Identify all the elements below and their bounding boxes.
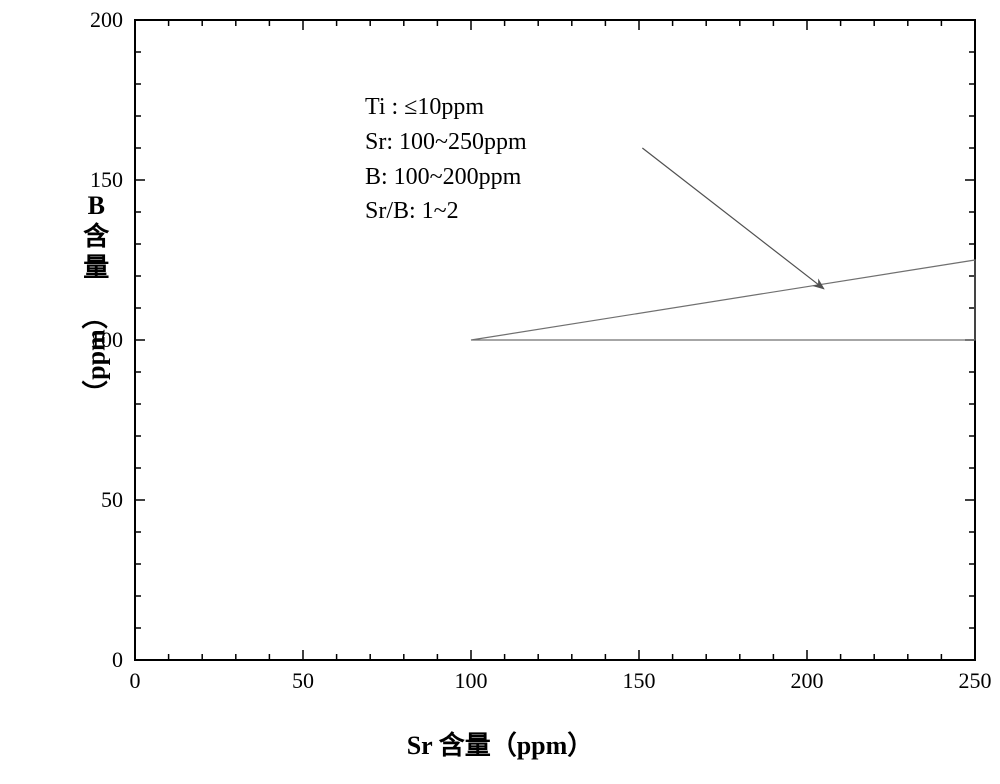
valid-region-triangle xyxy=(471,260,975,340)
annotation-line-sr: Sr: 100~250ppm xyxy=(365,125,527,160)
x-tick-label: 250 xyxy=(959,668,992,693)
y-axis-label: B 含 量 （ppm） xyxy=(45,190,148,370)
annotation-line-srb: Sr/B: 1~2 xyxy=(365,194,527,229)
y-tick-label: 50 xyxy=(101,487,123,512)
y-tick-label: 200 xyxy=(90,7,123,32)
x-tick-label: 150 xyxy=(623,668,656,693)
y-axis-label-unit: （ppm） xyxy=(81,303,112,406)
x-tick-label: 0 xyxy=(130,668,141,693)
annotation-line-b: B: 100~200ppm xyxy=(365,160,527,195)
annotation-arrow xyxy=(642,148,823,289)
x-tick-label: 50 xyxy=(292,668,314,693)
x-tick-label: 100 xyxy=(455,668,488,693)
y-axis-label-han1: 含 xyxy=(45,221,148,252)
x-axis-label: Sr 含量（ppm） xyxy=(0,725,1000,762)
chart-container: 050100150200250050100150200 B 含 量 （ppm） … xyxy=(0,0,1000,784)
x-tick-label: 200 xyxy=(791,668,824,693)
annotation-line-ti: Ti : ≤10ppm xyxy=(365,90,527,125)
y-tick-label: 0 xyxy=(112,647,123,672)
y-axis-label-han2: 量 xyxy=(45,252,148,283)
y-tick-label: 150 xyxy=(90,167,123,192)
y-axis-label-b: B xyxy=(45,190,148,221)
annotation-text-block: Ti : ≤10ppm Sr: 100~250ppm B: 100~200ppm… xyxy=(365,90,527,229)
x-axis-label-text: Sr 含量（ppm） xyxy=(407,731,594,760)
plot-area: 050100150200250050100150200 xyxy=(90,7,992,693)
